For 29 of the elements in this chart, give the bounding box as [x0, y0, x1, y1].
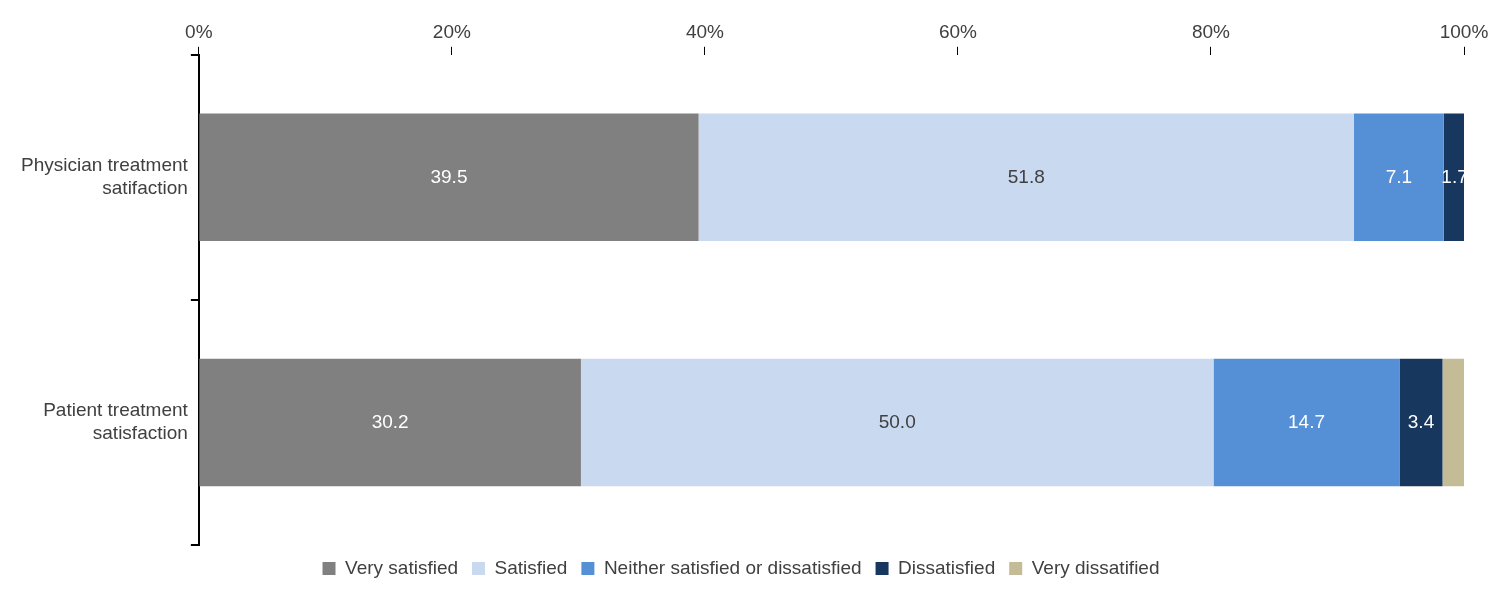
data-label: 30.2 [371, 410, 409, 432]
x-tick-label: 60% [938, 20, 978, 42]
y-tick-label: Physician treatment satifaction [20, 154, 189, 198]
bar [1442, 358, 1464, 487]
data-label: 39.5 [430, 165, 468, 187]
data-label: 50.0 [878, 410, 916, 432]
legend-label: Very satisfied [345, 556, 459, 578]
data-label: 7.1 [1385, 165, 1413, 187]
legend-label: Neither satisfied or dissatisfied [603, 556, 862, 578]
bar [1399, 358, 1443, 487]
legend-label: Very dissatified [1031, 556, 1160, 578]
x-tick-label: 20% [432, 20, 471, 42]
x-tick-label: 0% [185, 20, 213, 42]
bar [199, 113, 699, 242]
bar [199, 358, 581, 487]
x-tick-label: 100% [1439, 20, 1489, 42]
bar [698, 113, 1354, 242]
data-label: 3.4 [1407, 410, 1435, 432]
bar [1213, 358, 1400, 487]
y-tick-label: Patient treatment satisfaction [43, 399, 189, 444]
x-tick-label: 80% [1191, 20, 1231, 42]
legend-label: Satisfied [494, 556, 568, 578]
legend-label: Dissatisfied [898, 556, 996, 578]
bar [1353, 113, 1444, 242]
data-label: 51.8 [1007, 165, 1045, 187]
x-tick-label: 40% [685, 20, 725, 42]
data-label: 14.7 [1288, 410, 1325, 432]
bar [580, 358, 1214, 487]
bar [1443, 113, 1464, 242]
